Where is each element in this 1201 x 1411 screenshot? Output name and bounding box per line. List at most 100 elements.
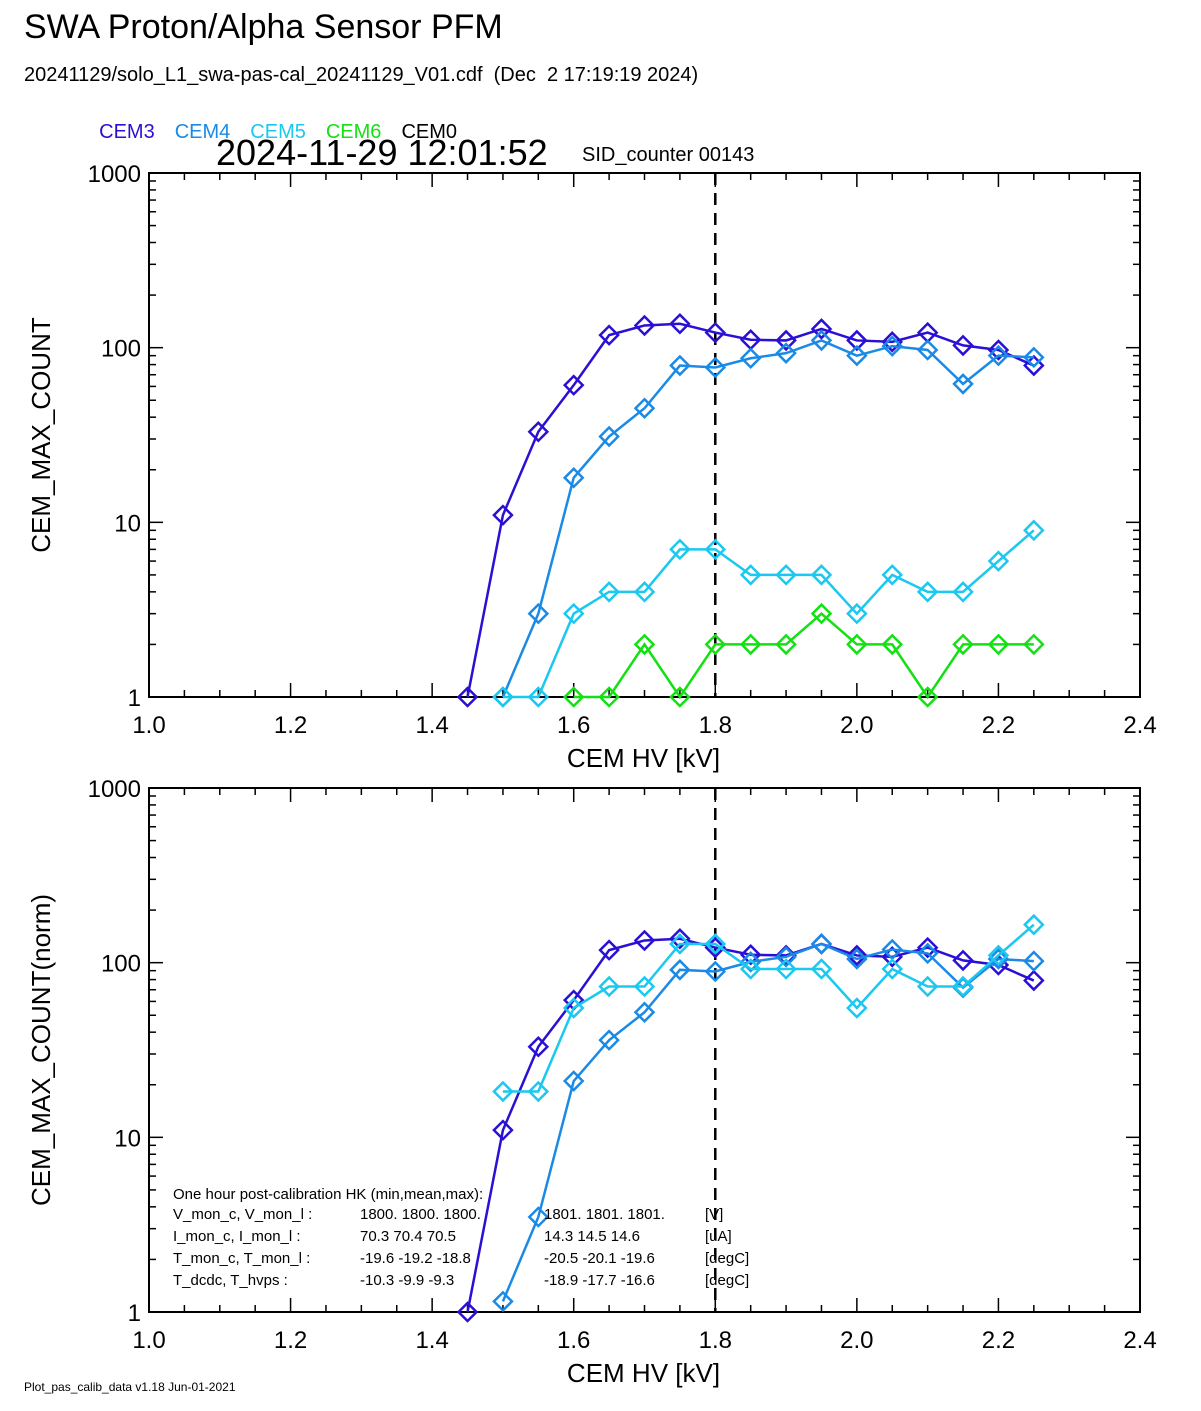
data-point-cem6 (916, 686, 939, 708)
legend-cem4: CEM4 (174, 121, 231, 143)
legend: CEM3 CEM4 CEM5 CEM6 CEM0 (88, 98, 477, 144)
data-point-cem3 (1023, 969, 1045, 992)
data-point-cem3 (562, 374, 585, 396)
x-tick-label: 2.4 (1123, 712, 1156, 739)
hk-row-values-b: -20.5 -20.1 -19.6 (544, 1250, 655, 1267)
x-tick-label: 1.8 (699, 1327, 732, 1354)
series-line-cem3 (466, 322, 1035, 698)
data-point-cem6 (987, 633, 1010, 656)
data-point-cem5 (739, 958, 762, 980)
data-point-cem6 (810, 602, 833, 625)
series-line-cem5 (502, 529, 1035, 699)
y-tick-label: 100 (101, 951, 141, 978)
data-point-cem4 (987, 344, 1010, 367)
data-point-cem3 (669, 313, 691, 335)
data-point-cem4 (492, 1290, 514, 1313)
data-point-cem6 (598, 686, 620, 708)
data-point-cem4 (952, 373, 974, 395)
x-tick-label: 1.4 (415, 712, 448, 739)
data-point-cem3 (456, 1301, 479, 1323)
data-point-cem3 (704, 321, 727, 344)
data-point-cem4 (1023, 346, 1045, 369)
file-subtitle: 20241129/solo_L1_swa-pas-cal_20241129_V0… (24, 64, 699, 86)
x-tick-label: 1.0 (132, 1327, 165, 1354)
data-point-cem5 (987, 944, 1010, 967)
data-point-cem5 (1023, 913, 1045, 936)
data-point-cem6 (846, 633, 868, 656)
data-point-cem5 (810, 564, 833, 586)
data-point-cem3 (810, 318, 833, 340)
data-point-cem3 (492, 504, 514, 526)
data-point-cem5 (987, 550, 1010, 572)
plot-frame (148, 172, 1141, 698)
y-tick-label: 100 (101, 336, 141, 363)
data-point-cem5 (704, 933, 727, 955)
x-tick-label: 2.2 (982, 712, 1015, 739)
hk-row-label: T_dcdc, T_hvps : (173, 1272, 288, 1289)
legend-cem5: CEM5 (250, 121, 306, 143)
hk-row-values-b: 14.3 14.5 14.6 (544, 1228, 640, 1245)
x-tick-label: 1.8 (699, 712, 732, 739)
data-point-cem4 (527, 1206, 550, 1228)
data-point-cem4 (669, 959, 691, 981)
data-point-cem5 (527, 686, 550, 708)
data-point-cem3 (633, 314, 656, 337)
data-point-cem3 (846, 329, 868, 352)
legend-cem0: CEM0 (401, 121, 458, 143)
hk-heading: One hour post-calibration HK (min,mean,m… (173, 1186, 483, 1203)
data-point-cem3 (881, 331, 904, 353)
data-point-cem6 (562, 686, 585, 708)
data-point-cem4 (739, 951, 762, 973)
data-point-cem4 (846, 948, 868, 970)
data-point-cem5 (1023, 519, 1045, 542)
data-point-cem6 (669, 686, 691, 708)
timestamp: 2024-11-29 12:01:52 (216, 132, 548, 173)
footer-version: Plot_pas_calib_data v1.18 Jun-01-2021 (24, 1380, 236, 1394)
data-point-cem3 (669, 928, 691, 950)
data-point-cem6 (739, 633, 762, 656)
data-point-cem5 (810, 958, 833, 980)
data-point-cem5 (952, 581, 974, 603)
data-point-cem3 (456, 686, 479, 708)
y-tick-label: 1000 (88, 776, 141, 803)
data-point-cem4 (527, 602, 550, 625)
data-point-cem3 (846, 944, 868, 967)
data-point-cem3 (1023, 354, 1045, 377)
x-tick-label: 1.0 (132, 712, 165, 739)
series-line-cem6 (573, 612, 1034, 700)
data-point-cem5 (562, 602, 585, 625)
hk-row-label: I_mon_c, I_mon_l : (173, 1228, 301, 1245)
data-point-cem5 (492, 686, 514, 708)
hk-row-unit: [degC] (705, 1272, 749, 1289)
y-axis-label: CEM_MAX_COUNT(norm) (26, 894, 56, 1206)
data-point-cem4 (916, 942, 939, 965)
hk-row-values-a: 1800. 1800. 1800. (360, 1206, 481, 1223)
data-point-cem3 (633, 929, 656, 952)
data-point-cem4 (810, 329, 833, 352)
data-point-cem5 (598, 975, 620, 998)
data-point-cem3 (739, 943, 762, 966)
data-point-cem6 (704, 633, 727, 656)
hk-row-values-a: 70.3 70.4 70.5 (360, 1228, 456, 1245)
data-point-cem4 (775, 946, 797, 968)
data-point-cem5 (916, 581, 939, 603)
hk-row-values-a: -10.3 -9.9 -9.3 (360, 1272, 454, 1289)
legend-cem3: CEM3 (99, 121, 155, 143)
data-point-cem6 (633, 633, 656, 656)
data-point-cem3 (775, 329, 797, 352)
data-point-cem3 (987, 339, 1010, 361)
data-point-cem4 (598, 425, 620, 448)
data-point-cem3 (492, 1119, 514, 1141)
y-tick-label: 1 (128, 685, 141, 712)
data-point-cem5 (952, 975, 974, 998)
data-point-cem5 (881, 958, 904, 980)
data-point-cem4 (1023, 950, 1045, 972)
data-point-cem4 (633, 397, 656, 420)
hk-row-label: T_mon_c, T_mon_l : (173, 1250, 310, 1267)
data-point-cem3 (598, 324, 620, 346)
data-point-cem4 (704, 960, 727, 983)
data-point-cem4 (987, 948, 1010, 970)
data-point-cem5 (739, 564, 762, 586)
legend-cem6: CEM6 (325, 121, 382, 143)
y-tick-label: 1 (128, 1300, 141, 1327)
